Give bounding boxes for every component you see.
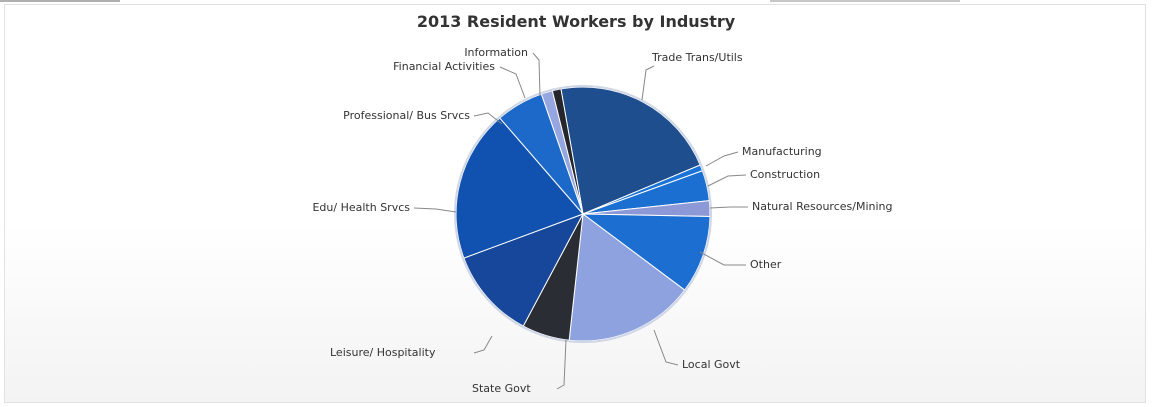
pie-slice-local-govt[interactable] <box>568 213 686 342</box>
leader-line <box>473 112 503 125</box>
leader-line <box>532 52 541 97</box>
leader-line <box>413 207 457 213</box>
pie-slice-trade-trans-utils[interactable] <box>560 86 701 215</box>
slice-label: Manufacturing <box>742 145 822 158</box>
scan-artifact <box>0 0 120 2</box>
slice-label: Financial Activities <box>393 60 495 73</box>
slice-label: Construction <box>750 168 820 181</box>
chart-title: 2013 Resident Workers by Industry <box>416 12 736 31</box>
slice-label: Natural Resources/Mining <box>752 200 892 213</box>
scan-artifact <box>770 0 960 2</box>
pie-slice-edu-health-srvcs[interactable] <box>455 117 584 259</box>
slice-label: Other <box>750 258 782 271</box>
leader-line <box>705 151 739 167</box>
slice-label: Trade Trans/Utils <box>651 51 743 64</box>
slice-label: Edu/ Health Srvcs <box>312 201 410 214</box>
leader-line <box>641 65 655 101</box>
leader-line <box>499 66 526 99</box>
pie-slice-information[interactable] <box>551 88 584 215</box>
slice-label: Information <box>464 46 528 59</box>
slice-label: Leisure/ Hospitality <box>330 346 436 359</box>
slice-label: Local Govt <box>682 358 741 371</box>
pie-rim <box>454 85 712 343</box>
leader-line <box>473 335 493 354</box>
pie-slice-other[interactable] <box>581 213 711 291</box>
leader-line <box>556 339 567 390</box>
slice-label: Professional/ Bus Srvcs <box>343 109 470 122</box>
leader-line <box>699 251 746 266</box>
slice-label: State Govt <box>472 382 531 395</box>
pie-slice-leisure-hospitality[interactable] <box>463 213 585 327</box>
leader-line <box>653 329 679 366</box>
leader-line <box>709 206 748 209</box>
leader-line <box>707 174 747 187</box>
